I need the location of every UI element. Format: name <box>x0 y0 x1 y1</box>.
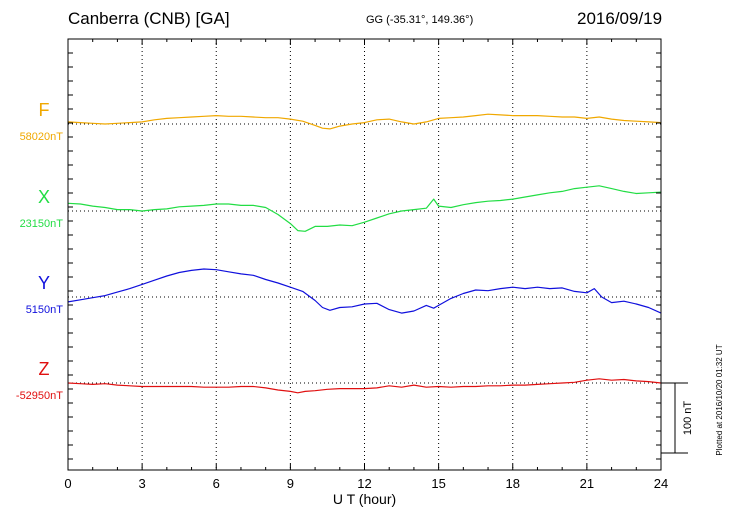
chart-date: 2016/09/19 <box>577 9 663 28</box>
scale-bar: 100 nT <box>661 382 694 454</box>
x-tick-label: 21 <box>580 476 594 491</box>
series-line-x <box>67 185 662 232</box>
x-tick-label: 3 <box>139 476 146 491</box>
plotted-timestamp: Plotted at 2016/10/20 01:32 UT <box>715 344 724 455</box>
scale-bar-label: 100 nT <box>682 401 694 436</box>
x-tick-label: 0 <box>64 476 71 491</box>
grid-lines <box>68 39 661 470</box>
series-line-z <box>67 378 662 394</box>
station-coordinates: GG (-35.31°, 149.36°) <box>366 14 474 26</box>
series-baseline-label: 58020nT <box>20 131 64 143</box>
series-baseline-label: 5150nT <box>26 304 64 316</box>
series-baseline-label: 23150nT <box>20 218 64 230</box>
series-name-y: Y <box>38 273 50 293</box>
series-name-z: Z <box>39 359 50 379</box>
x-tick-label: 12 <box>357 476 371 491</box>
chart-title: Canberra (CNB) [GA] <box>68 9 230 28</box>
x-tick-label: 15 <box>431 476 445 491</box>
series-line-y <box>67 268 662 314</box>
series-name-x: X <box>38 187 50 207</box>
series-name-f: F <box>39 100 50 120</box>
series-baseline-label: -52950nT <box>16 390 63 402</box>
axis-layer: 0 3 6 9 12 15 18 21 24 F 58020nT X 23150nT Y 5150nT Z -5… <box>16 39 668 491</box>
x-tick-label: 6 <box>213 476 220 491</box>
x-tick-label: 9 <box>287 476 294 491</box>
x-tick-label: 18 <box>506 476 520 491</box>
x-axis-label: U T (hour) <box>333 491 396 507</box>
x-tick-label: 24 <box>654 476 668 491</box>
series-layer <box>67 113 662 394</box>
series-line-f <box>67 113 662 130</box>
